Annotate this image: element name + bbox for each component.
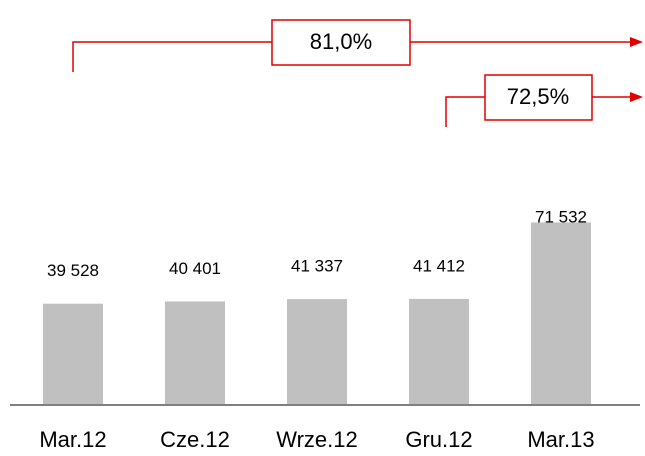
x-tick-label: Mar.12 — [39, 427, 106, 452]
growth-annotation: 81,0% — [72, 19, 643, 72]
arrow-head — [630, 37, 643, 47]
value-label: 41 337 — [291, 257, 343, 276]
value-label: 71 532 — [535, 207, 587, 226]
growth-annotation: 72,5% — [445, 74, 643, 127]
annotation-text: 81,0% — [310, 29, 372, 54]
annotation-box — [271, 19, 411, 66]
annotation-box — [484, 74, 593, 121]
bar — [165, 301, 225, 404]
x-tick-label: Wrze.12 — [276, 427, 358, 452]
bar — [409, 298, 469, 404]
arrow-head — [630, 92, 643, 102]
x-tick-label: Gru.12 — [405, 427, 472, 452]
value-label: 41 412 — [413, 256, 465, 275]
bar — [287, 299, 347, 404]
value-label: 40 401 — [169, 259, 221, 278]
arrow-line — [72, 41, 630, 72]
value-label: 39 528 — [47, 261, 99, 280]
annotation-text: 72,5% — [507, 84, 569, 109]
x-tick-label: Mar.13 — [527, 427, 594, 452]
bar — [43, 303, 103, 404]
x-tick-label: Cze.12 — [160, 427, 230, 452]
bar — [531, 222, 591, 404]
